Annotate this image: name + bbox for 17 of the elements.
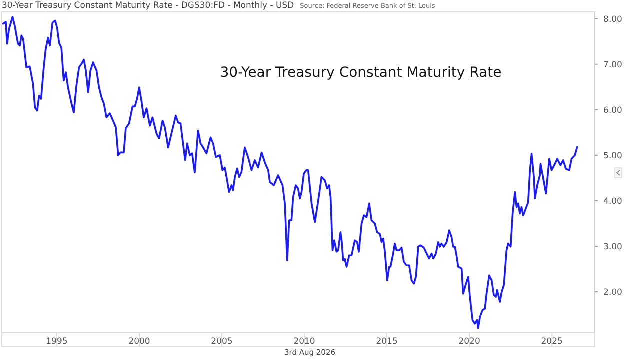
y-tick-label: 7.00 xyxy=(604,60,622,70)
x-tick-label: 2020 xyxy=(458,337,480,347)
chart-subtitle: 30-Year Treasury Constant Maturity Rate - DGS30:FD - Monthly - USD xyxy=(2,1,295,11)
text: 30-Year Treasury Constant Maturity Rate xyxy=(220,65,502,81)
x-tick-label: 2010 xyxy=(294,337,316,347)
y-tick-label: 8.00 xyxy=(604,14,622,25)
x-tick-label: 2005 xyxy=(211,337,233,347)
line-series xyxy=(2,16,578,330)
x-tick-label: 2000 xyxy=(128,337,150,347)
x-tick-label: 1995 xyxy=(46,337,68,347)
y-tick-label: 5.00 xyxy=(604,151,622,162)
x-tick-label: 2015 xyxy=(376,337,398,347)
y-tick-label: 6.00 xyxy=(604,106,622,116)
y-tick-label: 4.00 xyxy=(604,196,622,207)
x-tick-label: 2025 xyxy=(541,337,563,347)
y-tick-label: 3.00 xyxy=(604,242,622,252)
y-tick-label: 2.00 xyxy=(604,288,622,298)
